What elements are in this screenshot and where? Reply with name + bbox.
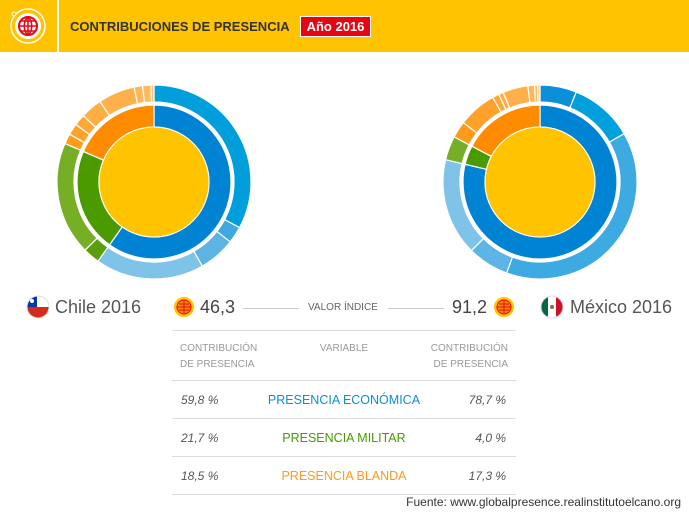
mexico-sunburst-chart (442, 84, 638, 280)
outer-segment-blanda (536, 84, 541, 103)
header-divider (57, 0, 59, 52)
column-header-variable: VARIABLE (319, 343, 369, 354)
mexico-value: 78,7 % (421, 380, 516, 419)
column-header-chile: CONTRIBUCIÓN DE PRESENCIA (180, 343, 258, 370)
chile-value: 18,5 % (172, 456, 267, 495)
year-badge: Año 2016 (299, 15, 372, 37)
chile-sunburst-chart (56, 84, 252, 280)
chile-flag-icon (26, 295, 50, 319)
variable-name: PRESENCIA ECONÓMICA (266, 380, 422, 419)
source-note: Fuente: www.globalpresence.realinstituto… (406, 495, 681, 509)
divider-line (243, 308, 299, 309)
center-disc (98, 126, 210, 238)
chile-label: Chile 2016 (55, 297, 142, 317)
header-title-row: CONTRIBUCIONES DE PRESENCIA Año 2016 (70, 14, 372, 38)
variable-name: PRESENCIA BLANDA (266, 456, 422, 495)
center-disc (484, 126, 596, 238)
mexico-label: México 2016 (570, 297, 673, 317)
column-header-mexico: CONTRIBUCIÓN DE PRESENCIA (430, 343, 508, 370)
table-row: 59,8 % PRESENCIA ECONÓMICA 78,7 % (172, 380, 516, 419)
index-label: VALOR ÍNDICE (308, 302, 378, 313)
mexico-index-value: 91,2 (452, 297, 488, 317)
chile-value: 21,7 % (172, 418, 267, 457)
table-row: 18,5 % PRESENCIA BLANDA 17,3 % (172, 456, 516, 495)
mexico-value: 4,0 % (421, 418, 516, 457)
contribution-table: CONTRIBUCIÓN DE PRESENCIA VARIABLE CONTR… (172, 330, 516, 495)
divider-line (388, 308, 444, 309)
mexico-value: 17,3 % (421, 456, 516, 495)
outer-segment-blanda (141, 84, 153, 104)
mexico-flag-icon (540, 295, 564, 319)
globe-index-icon (494, 297, 514, 317)
chile-value: 59,8 % (172, 380, 267, 419)
variable-name: PRESENCIA MILITAR (266, 418, 422, 457)
globe-index-icon (174, 297, 194, 317)
table-header: CONTRIBUCIÓN DE PRESENCIA VARIABLE CONTR… (172, 331, 516, 381)
table-row: 21,7 % PRESENCIA MILITAR 4,0 % (172, 418, 516, 457)
globe-icon (10, 8, 46, 44)
page-title: CONTRIBUCIONES DE PRESENCIA (70, 18, 290, 34)
chile-index-value: 46,3 (200, 297, 236, 317)
outer-segment-blanda (150, 84, 155, 103)
header: CONTRIBUCIONES DE PRESENCIA Año 2016 (0, 0, 689, 52)
